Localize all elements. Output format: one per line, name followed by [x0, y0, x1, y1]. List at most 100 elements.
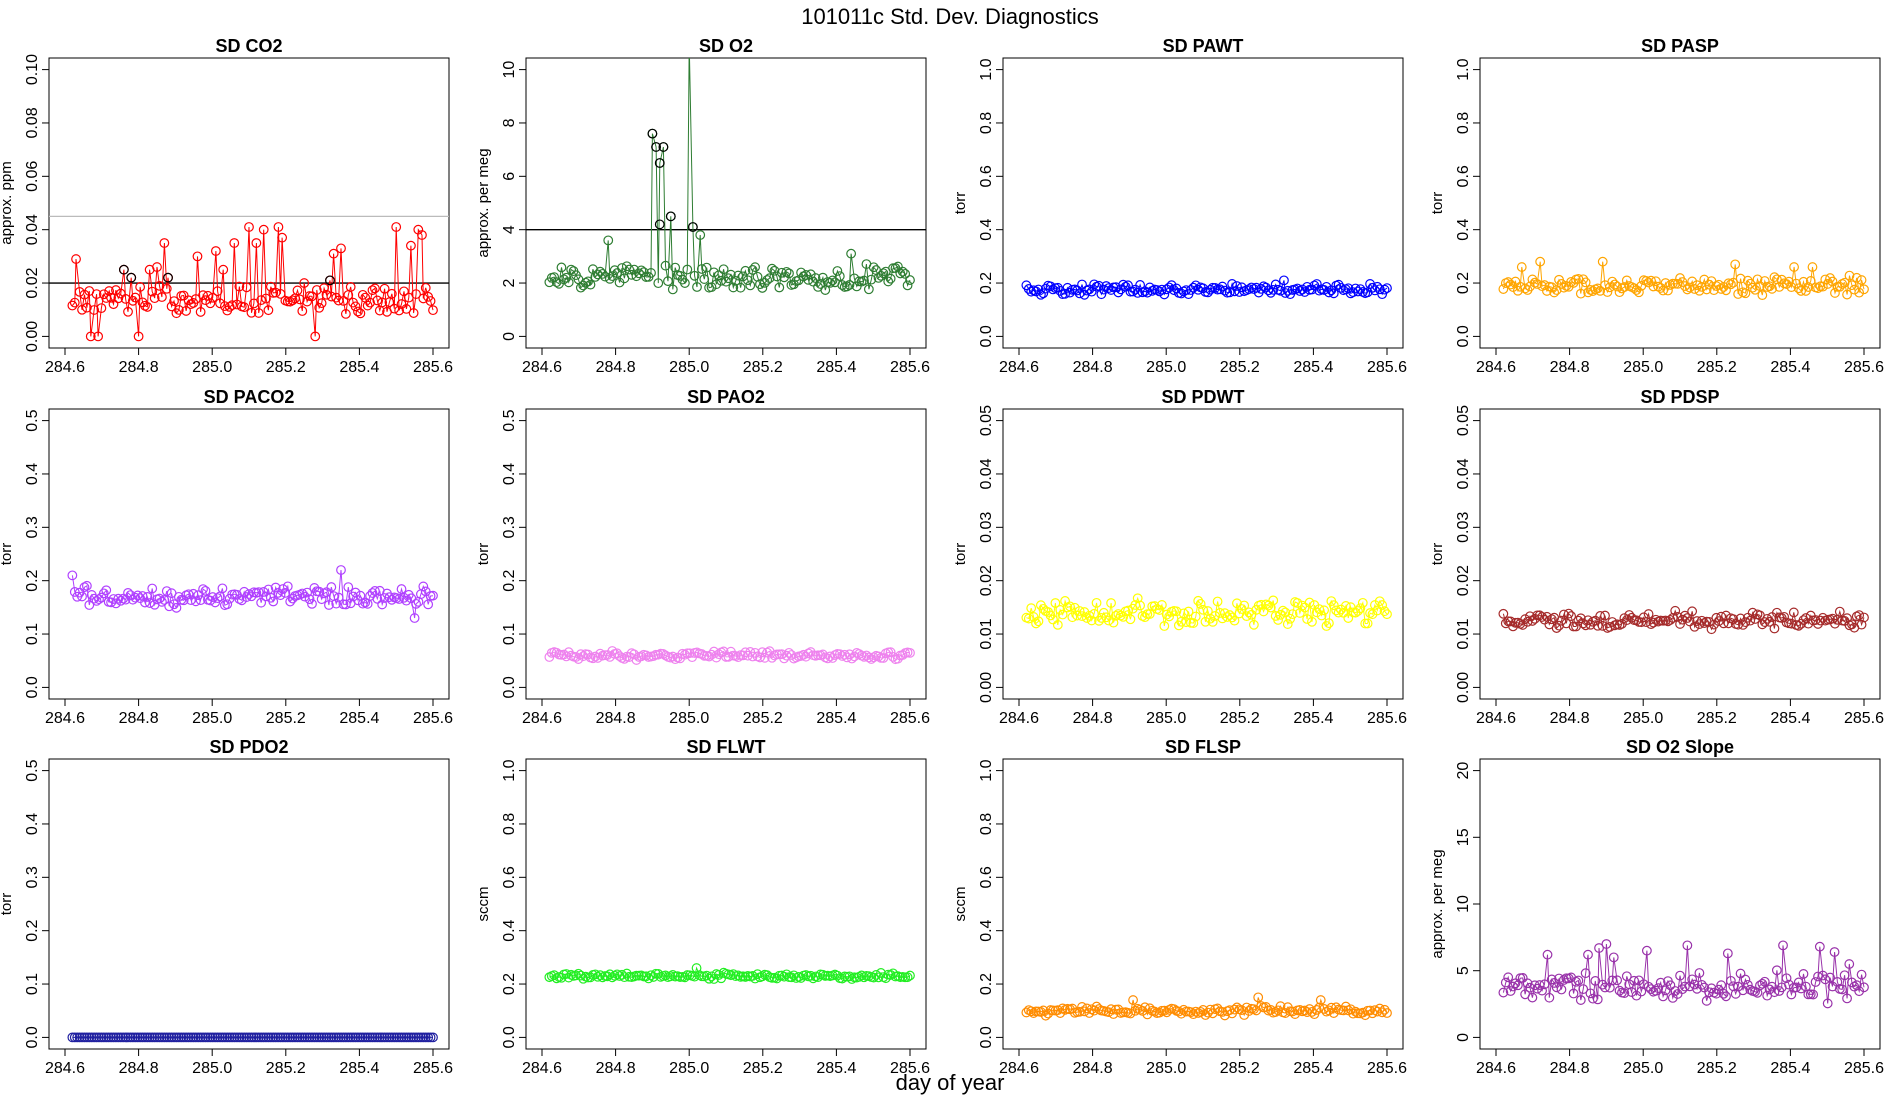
data-point — [137, 1032, 148, 1043]
data-point — [1721, 285, 1731, 296]
data-point — [1854, 610, 1865, 621]
data-point — [1319, 605, 1329, 616]
data-point — [1292, 598, 1303, 608]
data-point — [239, 586, 250, 597]
data-point — [1302, 1007, 1313, 1017]
panel-title: SD PDWT — [1162, 387, 1245, 407]
data-point — [428, 1032, 438, 1043]
data-point — [111, 1032, 121, 1043]
data-point — [389, 1032, 400, 1043]
data-point — [1771, 965, 1782, 976]
x-tick-label: 285.4 — [816, 1060, 856, 1077]
data-point — [1568, 621, 1579, 632]
data-point — [319, 1032, 329, 1043]
data-layer — [1021, 992, 1392, 1021]
data-point — [103, 1032, 114, 1043]
data-point — [1031, 618, 1041, 629]
panel-title: SD PAWT — [1163, 36, 1244, 56]
data-layer — [49, 215, 449, 342]
data-point — [367, 588, 378, 598]
data-point — [207, 292, 218, 303]
data-point — [140, 597, 150, 608]
data-point — [1803, 282, 1814, 292]
data-point — [67, 1032, 78, 1043]
y-tick-label: 0.3 — [501, 516, 518, 538]
data-point — [1592, 620, 1603, 631]
data-point — [210, 1032, 221, 1043]
data-point — [871, 970, 882, 980]
panel-3: SD PASP 284.6 284.8 285.0 285.2 285.4 285.6 0.0… — [1429, 36, 1884, 376]
data-point — [285, 1032, 296, 1043]
data-point — [125, 590, 136, 601]
data-point — [1176, 288, 1187, 299]
panel-1: SD O2 284.6 284.8 285.0 285.2 285.4 285.6 0 2 4 6 8… — [475, 36, 930, 376]
data-point — [253, 1032, 264, 1043]
data-point — [1815, 615, 1826, 626]
data-point — [1212, 1003, 1223, 1014]
data-point — [701, 262, 712, 273]
data-point — [215, 298, 225, 309]
data-point — [1549, 287, 1560, 298]
data-point — [219, 1032, 230, 1043]
y-axis-label: torr — [952, 543, 969, 566]
data-point — [324, 600, 334, 610]
data-point — [229, 238, 240, 248]
data-point — [641, 650, 652, 661]
data-point — [1299, 287, 1310, 297]
data-point — [1767, 283, 1777, 294]
data-point — [902, 972, 913, 983]
data-point — [307, 291, 317, 302]
y-tick-label: 0.2 — [24, 569, 41, 591]
data-point — [304, 1032, 315, 1043]
data-point — [278, 1032, 288, 1043]
data-point — [101, 585, 112, 596]
data-point — [1740, 288, 1751, 299]
data-point — [203, 1032, 213, 1043]
data-point — [1382, 1008, 1392, 1018]
data-point — [1357, 287, 1368, 297]
data-point — [69, 587, 80, 597]
data-point — [425, 1032, 436, 1043]
y-tick-label: 0.0 — [501, 676, 518, 698]
flagged-point — [658, 142, 669, 152]
data-point — [1721, 991, 1731, 1002]
data-point — [650, 649, 661, 660]
data-point — [154, 593, 165, 604]
data-point — [718, 646, 729, 657]
data-point — [1311, 1005, 1322, 1015]
data-point — [195, 595, 206, 606]
data-point — [617, 263, 627, 273]
data-point — [1663, 285, 1673, 296]
y-tick-label: 0.2 — [24, 919, 41, 941]
data-point — [682, 264, 693, 275]
data-point — [1265, 1005, 1276, 1015]
panel-title: SD PACO2 — [204, 387, 295, 407]
data-point — [261, 1032, 271, 1043]
data-point — [316, 1032, 327, 1043]
data-point — [69, 1032, 80, 1043]
data-point — [415, 1032, 426, 1043]
data-point — [1793, 977, 1804, 988]
data-point — [1510, 978, 1521, 989]
data-point — [767, 263, 777, 274]
data-point — [1113, 287, 1124, 298]
data-point — [604, 969, 615, 980]
data-point — [667, 969, 678, 980]
data-point — [1294, 1004, 1305, 1015]
data-point — [1551, 623, 1562, 633]
x-tick-label: 284.8 — [1073, 1060, 1113, 1077]
data-point — [685, 39, 694, 48]
data-point — [1733, 289, 1744, 299]
data-point — [282, 1032, 293, 1043]
data-point — [1689, 621, 1700, 632]
data-point — [665, 971, 676, 982]
data-point — [1534, 980, 1545, 990]
data-point — [253, 308, 264, 318]
data-point — [1268, 284, 1279, 295]
data-point — [1830, 288, 1840, 298]
data-point — [1735, 968, 1746, 979]
data-point — [159, 238, 170, 248]
data-point — [236, 1032, 247, 1043]
data-point — [1077, 279, 1087, 290]
y-tick-label: 0.8 — [978, 813, 995, 835]
